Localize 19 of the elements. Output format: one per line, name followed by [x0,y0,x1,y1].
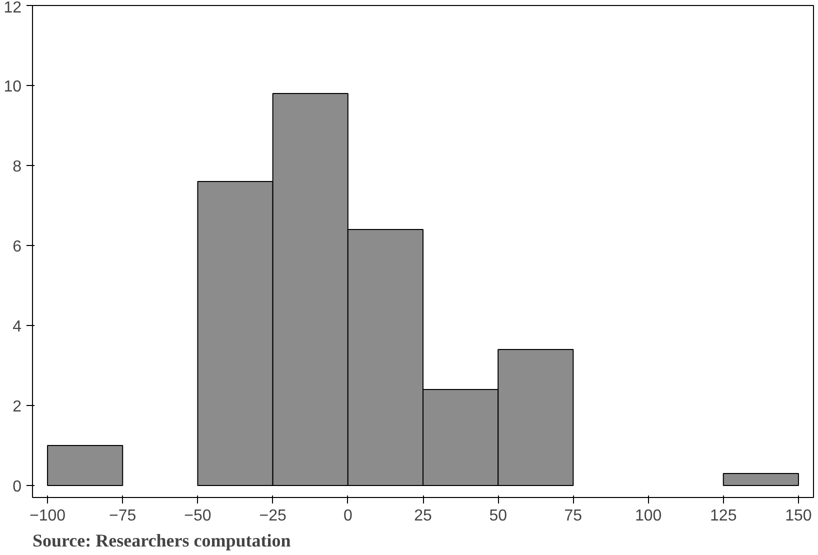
x-tick-label: −50 [184,508,212,524]
source-note: Source: Researchers computation [32,530,291,550]
x-tick-label: 25 [414,508,432,524]
x-tick-label: 150 [785,508,812,524]
x-tick-label: −25 [259,508,286,524]
y-tick-label: 0 [12,478,22,496]
y-tick-label: 8 [12,158,22,176]
x-tick-label: 75 [564,508,582,524]
y-tick-label: 4 [12,318,22,336]
x-tick-label: 100 [634,508,662,524]
y-tick-label: 2 [12,398,22,416]
x-tick-label: 125 [710,508,737,524]
y-tick-label: 10 [4,78,22,96]
x-tick-label: 50 [489,508,508,524]
x-tick-label: 0 [343,508,352,524]
y-tick-label: 6 [12,238,22,256]
x-tick-label: −100 [30,508,66,524]
x-tick-label: −75 [109,508,136,524]
y-tick-label: 12 [4,0,22,16]
